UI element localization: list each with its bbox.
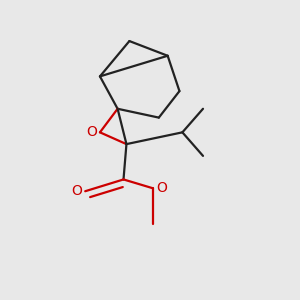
Text: O: O — [86, 125, 97, 139]
Text: O: O — [156, 181, 167, 195]
Text: O: O — [71, 184, 82, 198]
